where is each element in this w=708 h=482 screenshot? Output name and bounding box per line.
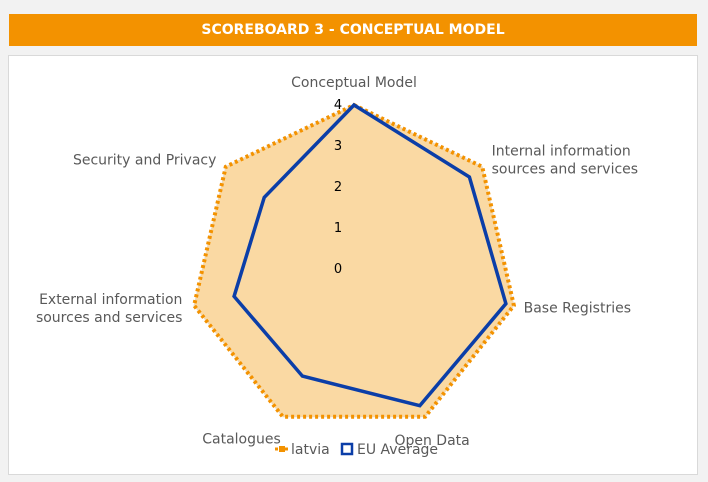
tick-label: 3 xyxy=(334,139,342,154)
axis-label-line: sources and services xyxy=(36,310,182,326)
chart-legend: latvia EU Average xyxy=(275,442,438,458)
axis-label-2: Internal information sources and services xyxy=(492,143,638,177)
scoreboard-title: SCOREBOARD 3 - CONCEPTUAL MODEL xyxy=(9,14,697,46)
axis-label-3: Base Registries xyxy=(524,301,631,317)
tick-label: 0 xyxy=(334,262,342,277)
chart-panel: 0 1 2 3 4 Conceptual Model Internal informati… xyxy=(8,55,698,475)
legend-swatch xyxy=(340,442,354,456)
tick-label: 2 xyxy=(334,180,342,195)
legend-item-eu-average: EU Average xyxy=(340,442,438,458)
axis-label-line: Conceptual Model xyxy=(291,75,417,91)
axis-label-6: External information sources and services xyxy=(36,292,182,326)
axis-label-7: Security and Privacy xyxy=(73,152,216,168)
legend-label: latvia xyxy=(291,442,330,458)
radar-axis-labels: Conceptual Model Internal information sour… xyxy=(36,75,638,449)
axis-label-line: Open Data xyxy=(394,433,469,449)
tick-label: 4 xyxy=(334,98,342,113)
radar-chart: 0 1 2 3 4 Conceptual Model Internal informati… xyxy=(36,75,638,458)
tick-label: 1 xyxy=(334,221,342,236)
axis-label-line: Internal information xyxy=(492,143,631,159)
legend-label: EU Average xyxy=(357,442,438,458)
axis-label-line: sources and services xyxy=(492,161,638,177)
series-eu-average xyxy=(232,102,508,408)
axis-label-1: Conceptual Model xyxy=(291,75,417,91)
radar-ticks: 0 1 2 3 4 xyxy=(334,98,342,277)
axis-label-line: External information xyxy=(39,292,182,308)
axis-label-line: Catalogues xyxy=(202,431,281,447)
legend-item-latvia: latvia xyxy=(275,442,330,458)
axis-label-4: Open Data xyxy=(394,433,469,449)
radar-series xyxy=(191,102,517,419)
axis-label-line: Security and Privacy xyxy=(73,152,216,168)
axis-label-5: Catalogues xyxy=(202,431,281,447)
series-latvia xyxy=(191,102,517,419)
axis-label-line: Base Registries xyxy=(524,301,631,317)
